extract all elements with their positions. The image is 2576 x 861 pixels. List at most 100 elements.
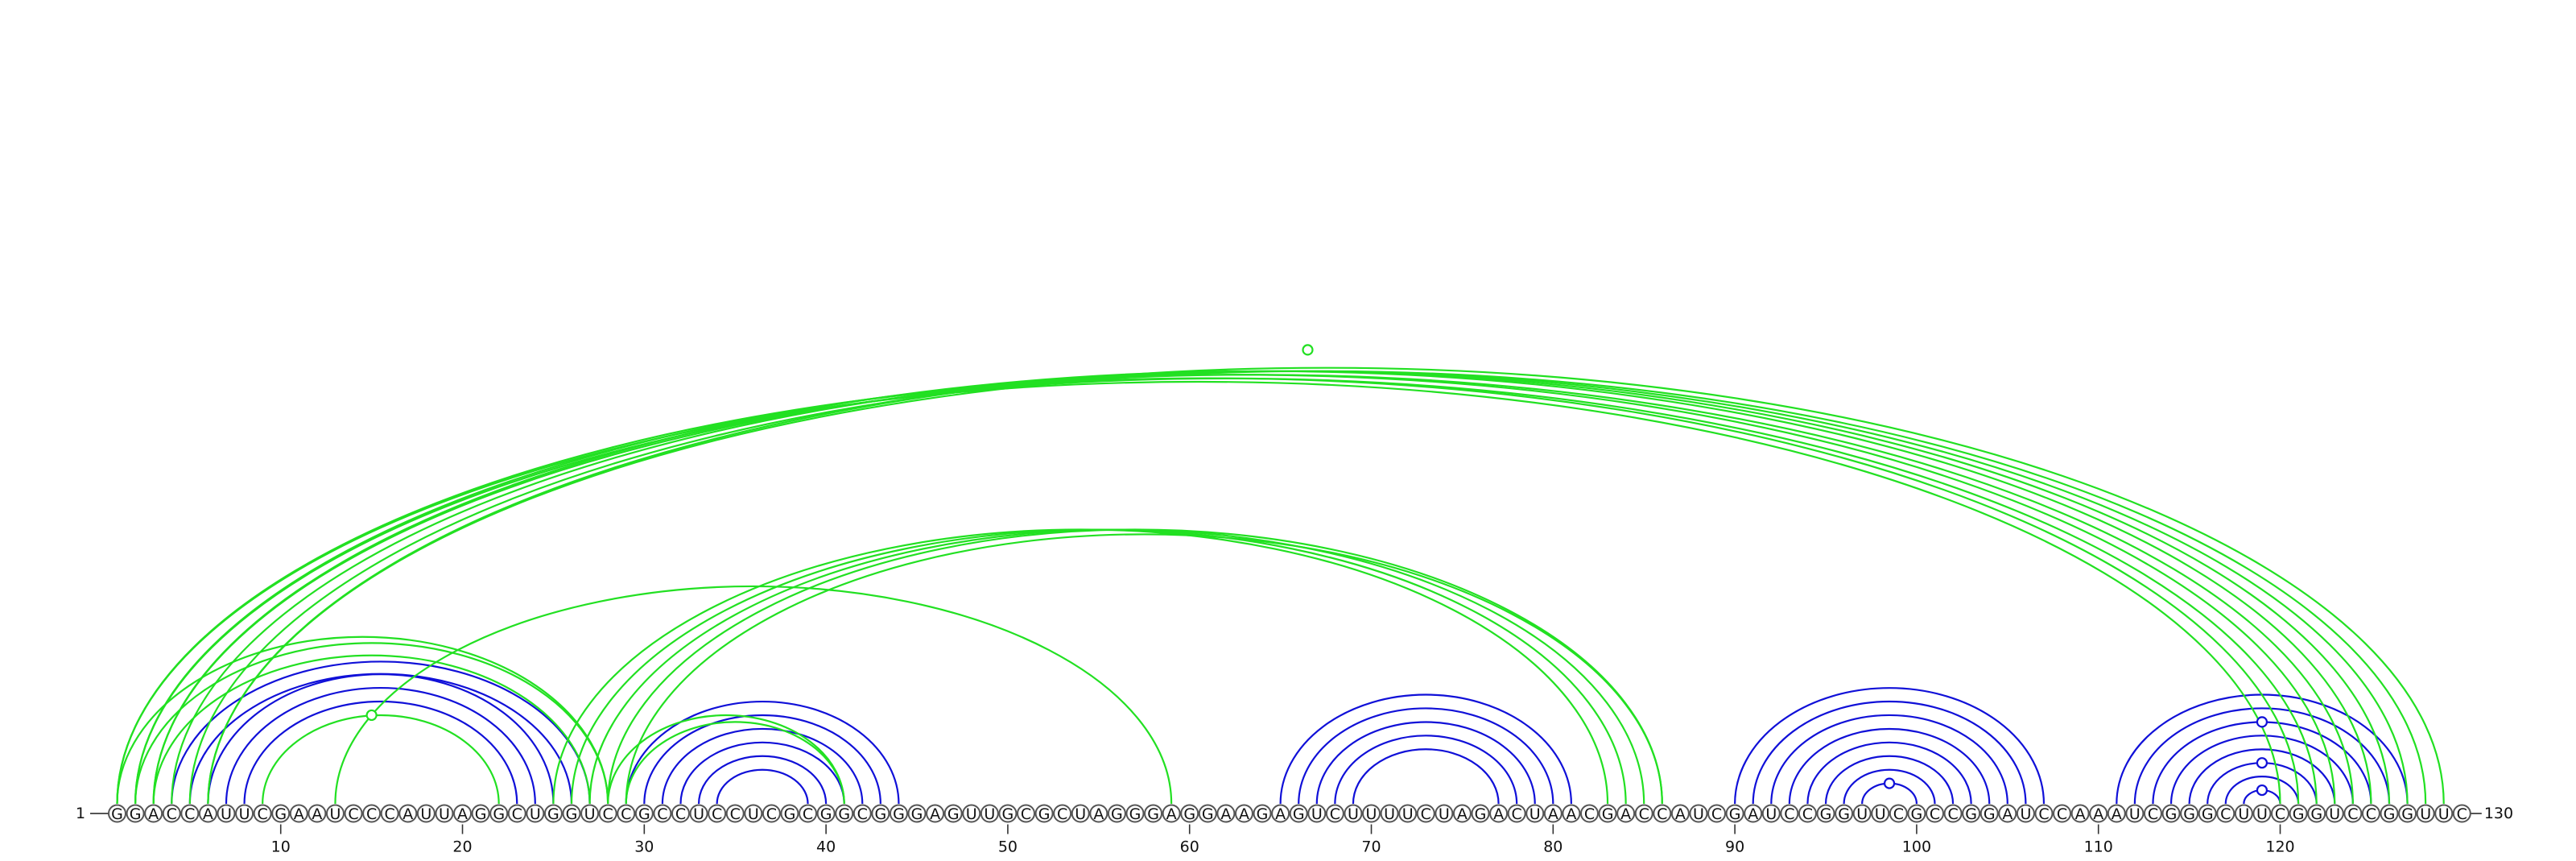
blue-bulge-marker	[2256, 757, 2268, 769]
nucleotide-circle	[2070, 804, 2090, 823]
green-base-pair-arc-3-27	[152, 654, 591, 805]
nucleotide-circle	[526, 804, 545, 823]
green-bulge-marker	[1302, 344, 1314, 356]
nucleotide-circle	[799, 804, 818, 823]
nucleotide-letter: U	[2256, 805, 2268, 823]
nucleotide-circle	[162, 804, 181, 823]
nucleotide-letter: G	[1129, 805, 1141, 823]
nucleotide-letter: C	[2457, 805, 2467, 823]
blue-arc-group	[171, 660, 2409, 805]
blue-base-pair-arc-30-43	[643, 714, 881, 805]
nucleotide-circle	[634, 804, 654, 823]
nucleotide-letter: G	[2165, 805, 2178, 823]
nucleotide-letter: C	[2366, 805, 2376, 823]
green-base-pair-arc-29-86	[625, 533, 1663, 805]
nucleotide-circle	[2053, 804, 2072, 823]
nucleotide-letter: G	[1002, 805, 1014, 823]
nucleotide-circle	[1744, 804, 1763, 823]
nucleotide-circle	[1471, 804, 1490, 823]
nucleotide-letter: G	[784, 805, 796, 823]
nucleotide-letter: A	[2075, 805, 2086, 823]
green-base-pair-arc-28-41	[607, 714, 845, 805]
nucleotide-circle	[1107, 804, 1126, 823]
green-base-pair-arc-1-28	[116, 635, 609, 805]
nucleotide-circle	[271, 804, 291, 823]
nucleotide-letter: A	[312, 805, 322, 823]
nucleotide-letter: G	[1729, 805, 1741, 823]
nucleotide-letter: U	[1402, 805, 1414, 823]
nucleotide-letter: G	[2183, 805, 2195, 823]
nucleotide-letter: C	[621, 805, 631, 823]
nucleotide-letter: U	[530, 805, 541, 823]
nucleotide-circle	[543, 804, 563, 823]
nucleotide-letter: G	[1111, 805, 1123, 823]
green-base-pair-arc-27-85	[588, 528, 1645, 805]
nucleotide-letter: C	[603, 805, 613, 823]
nucleotide-circle	[144, 804, 163, 823]
blue-base-pair-arc-90-107	[1734, 687, 2046, 805]
nucleotide-letter: C	[1711, 805, 1722, 823]
nucleotide-circle	[1979, 804, 1999, 823]
nucleotide-circle	[998, 804, 1018, 823]
nucleotide-letter: C	[1330, 805, 1340, 823]
nucleotide-circle	[598, 804, 617, 823]
nucleotide-letter: U	[2238, 805, 2249, 823]
nucleotide-circle	[617, 804, 636, 823]
nucleotide-circle	[1998, 804, 2017, 823]
nucleotide-letter: C	[167, 805, 177, 823]
nucleotide-circle	[2161, 804, 2181, 823]
nucleotide-letter: A	[1748, 805, 1758, 823]
nucleotide-letter: U	[329, 805, 341, 823]
nucleotide-circle	[1362, 804, 1381, 823]
blue-base-pair-arc-92-105	[1770, 714, 2008, 805]
green-base-pair-arc-6-129	[207, 366, 2445, 805]
nucleotide-letter: C	[366, 805, 377, 823]
nucleotide-letter: C	[1021, 805, 1031, 823]
nucleotide-circle	[1017, 804, 1035, 823]
nucleotide-letter: C	[675, 805, 686, 823]
nucleotide-letter: U	[2020, 805, 2031, 823]
nucleotide-circle	[217, 804, 236, 823]
nucleotide-circle	[2125, 804, 2145, 823]
nucleotide-letter: G	[1147, 805, 1159, 823]
nucleotide-letter: G	[911, 805, 923, 823]
nucleotide-letter: G	[638, 805, 650, 823]
nucleotide-letter: C	[803, 805, 813, 823]
tick-label-100: 100	[1902, 838, 1931, 856]
green-base-pair-arc-25-83	[552, 528, 1609, 805]
nucleotide-circle	[943, 804, 963, 823]
nucleotide-circle	[2271, 804, 2290, 823]
nucleotide-letter: U	[748, 805, 759, 823]
nucleotide-circle	[1926, 804, 1944, 823]
nucleotide-letter: U	[693, 805, 704, 823]
nucleotide-circle	[1816, 804, 1835, 823]
nucleotide-letter: C	[2148, 805, 2158, 823]
end-index-label: 130	[2484, 805, 2513, 822]
blue-base-pair-arc-29-44	[625, 700, 900, 805]
green-base-pair-arc-29-41	[625, 721, 845, 805]
nucleotide-circle	[1835, 804, 1854, 823]
nucleotide-letter: G	[874, 805, 886, 823]
nucleotide-letter: G	[111, 805, 123, 823]
green-arc-group	[116, 366, 2445, 805]
tick-label-80: 80	[1543, 838, 1563, 856]
nucleotide-circle	[1398, 804, 1418, 823]
blue-base-pair-arc-6-25	[207, 673, 555, 805]
nucleotide-letter: U	[1439, 805, 1450, 823]
nucleotide-letter: A	[148, 805, 159, 823]
nucleotide-circle	[2361, 804, 2380, 823]
nucleotide-circle	[1489, 804, 1509, 823]
nucleotide-letter: U	[966, 805, 977, 823]
blue-base-pair-arc-69-77	[1352, 748, 1500, 805]
tick-label-90: 90	[1725, 838, 1744, 856]
nucleotide-letter: C	[2038, 805, 2049, 823]
nucleotide-circle	[1525, 804, 1545, 823]
nucleotide-circle	[580, 804, 600, 823]
nucleotide-circle	[1198, 804, 1217, 823]
nucleotide-circle	[1253, 804, 1272, 823]
nucleotide-circle	[2398, 804, 2417, 823]
blue-base-pair-arc-7-24	[225, 687, 536, 805]
nucleotide-letter: G	[1202, 805, 1214, 823]
nucleotide-letter: A	[1566, 805, 1576, 823]
